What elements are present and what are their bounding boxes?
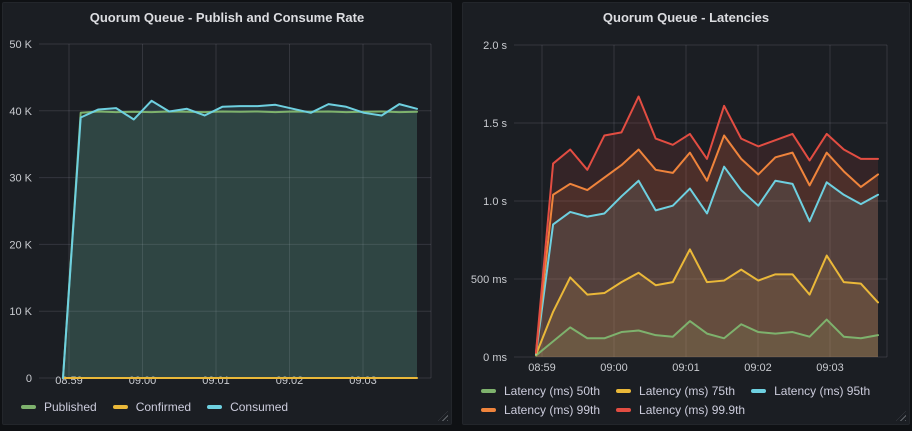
legend-swatch — [207, 405, 223, 409]
x-tick-label: 09:01 — [672, 362, 700, 374]
panel-publish-consume-rate: Quorum Queue - Publish and Consume Rate … — [2, 2, 452, 425]
legend-latencies: Latency (ms) 50th Latency (ms) 75th Latenc… — [481, 384, 901, 417]
series-line-latency-ms-99-9th — [535, 95, 879, 354]
legend-item-published[interactable]: Published — [21, 400, 97, 414]
x-tick-label: 09:03 — [816, 362, 844, 374]
series-fill-latency-ms-50th — [536, 319, 878, 357]
series-line-consumed — [62, 99, 418, 379]
y-tick-label: 50 K — [9, 39, 32, 51]
y-tick-label: 10 K — [9, 306, 32, 318]
panel-latencies: Quorum Queue - Latencies 0 ms 500 ms 1.0 s… — [462, 2, 910, 425]
panel-title[interactable]: Quorum Queue - Publish and Consume Rate — [89, 10, 365, 25]
chart-canvas-publish-consume[interactable]: 010 K20 K30 K40 K50 K08:59 09:00 09:01 09:0… — [3, 3, 453, 430]
y-tick-label: 30 K — [9, 173, 32, 185]
series-fill-latency-ms-99th — [536, 135, 878, 357]
series-line-latency-ms-75th — [535, 248, 879, 356]
y-tick-label: 1.0 s — [483, 196, 507, 208]
y-tick-label: 0 — [26, 373, 32, 385]
y-tick-label: 2.0 s — [483, 40, 507, 52]
legend-item-latency-ms-99-9th[interactable]: Latency (ms) 99.9th — [616, 403, 745, 417]
y-tick-label: 20 K — [9, 239, 32, 251]
series-line-latency-ms-95th — [535, 165, 879, 355]
legend-label: Latency (ms) 95th — [774, 384, 871, 398]
panel-resize-handle[interactable] — [438, 411, 448, 421]
legend-item-latency-ms-95th[interactable]: Latency (ms) 95th — [751, 384, 870, 398]
series-fill-consumed — [63, 100, 417, 378]
series-line-latency-ms-99th — [535, 134, 879, 355]
x-tick-label: 08:59 — [528, 362, 556, 374]
legend-label: Consumed — [230, 400, 289, 414]
y-tick-label: 40 K — [9, 106, 32, 118]
chart-canvas-latencies[interactable]: 0 ms 500 ms 1.0 s 1.5 s 2.0 s 08:59 09:00 09:01… — [463, 3, 911, 430]
legend-swatch — [751, 389, 767, 393]
legend-swatch — [21, 405, 36, 409]
legend-item-latency-ms-75th[interactable]: Latency (ms) 75th — [616, 384, 735, 398]
legend-label: Latency (ms) 50th — [504, 384, 601, 398]
panel-title[interactable]: Quorum Queue - Latencies — [602, 10, 770, 25]
y-tick-label: 500 ms — [471, 274, 508, 286]
series-fill-latency-ms-99-9th — [536, 96, 878, 357]
y-tick-label: 0 ms — [483, 352, 507, 364]
legend-item-latency-ms-50th[interactable]: Latency (ms) 50th — [481, 384, 600, 398]
legend-label: Latency (ms) 99.9th — [639, 403, 746, 417]
legend-swatch — [481, 389, 496, 393]
legend-label: Published — [44, 400, 97, 414]
series-line-latency-ms-50th — [535, 318, 879, 357]
series-fill-latency-ms-75th — [536, 249, 878, 357]
legend-item-latency-ms-99th[interactable]: Latency (ms) 99th — [481, 403, 600, 417]
legend-item-consumed[interactable]: Consumed — [207, 400, 288, 414]
legend-swatch — [112, 405, 128, 409]
panel-resize-handle[interactable] — [896, 411, 906, 421]
legend-swatch — [616, 408, 632, 412]
legend-label: Latency (ms) 75th — [639, 384, 736, 398]
x-tick-label: 09:02 — [744, 362, 772, 374]
series-fill-published — [63, 111, 417, 378]
legend-label: Latency (ms) 99th — [504, 403, 601, 417]
legend-label: Confirmed — [135, 400, 192, 414]
series-fill-latency-ms-95th — [536, 166, 878, 357]
y-tick-label: 1.5 s — [483, 118, 507, 130]
legend-swatch — [616, 389, 632, 393]
legend-publish-consume: Published Confirmed Consumed — [21, 400, 288, 414]
legend-swatch — [481, 408, 496, 412]
x-tick-label: 09:00 — [600, 362, 628, 374]
legend-item-confirmed[interactable]: Confirmed — [112, 400, 192, 414]
